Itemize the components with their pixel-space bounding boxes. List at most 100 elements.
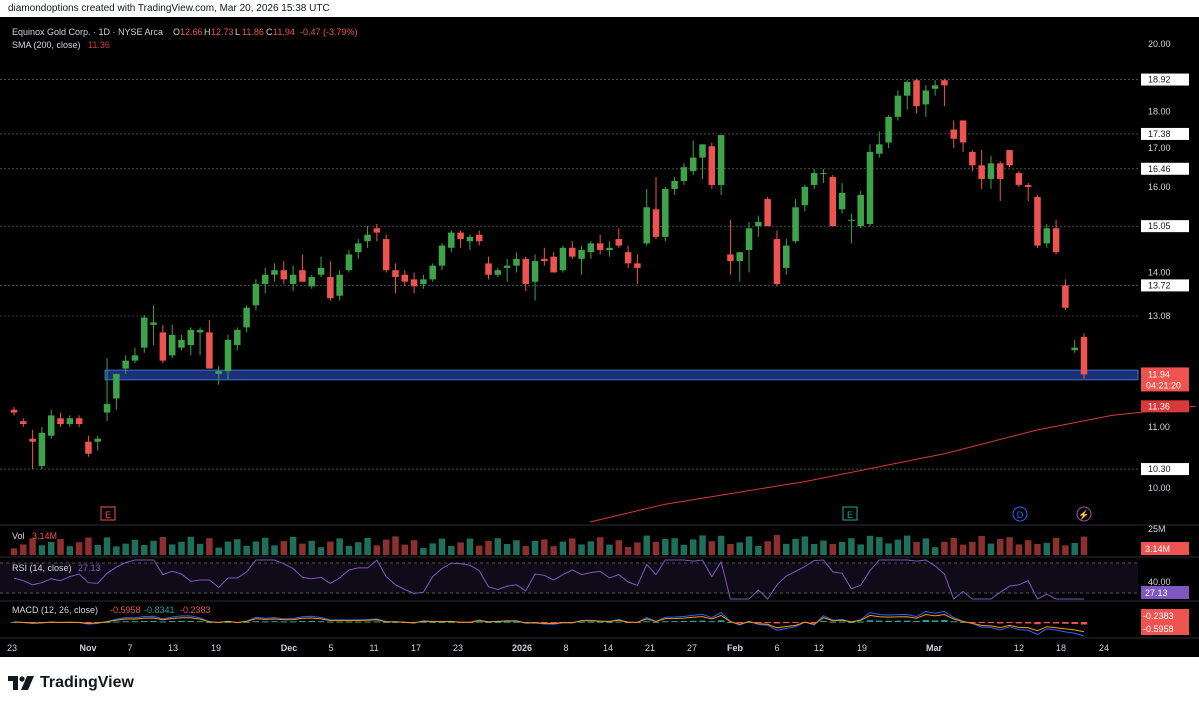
- macd-hist-bar: [959, 621, 967, 623]
- macd-hist-bar: [317, 621, 325, 623]
- volume-bar: [727, 544, 734, 555]
- candle-body: [801, 186, 809, 206]
- macd-hist-bar: [475, 621, 483, 623]
- macd-hist-bar: [438, 621, 446, 623]
- volume-bar: [513, 540, 520, 555]
- volume-bar: [680, 544, 688, 555]
- event-marker-bg: [842, 506, 858, 521]
- volume-bar: [66, 546, 74, 555]
- volume-bar: [141, 545, 148, 555]
- macd-hist-bar: [168, 621, 176, 623]
- macd-hist-bar: [792, 622, 799, 623]
- candle-body: [392, 270, 399, 278]
- macd-hist-bar: [513, 621, 520, 623]
- volume-bar: [420, 547, 427, 555]
- macd-hist-bar: [1080, 622, 1088, 625]
- volume-bar: [336, 538, 343, 555]
- macd-hist-bar: [885, 620, 892, 622]
- macd-hist-bar: [392, 621, 399, 623]
- candle-body: [75, 418, 83, 425]
- macd-hist-bar: [755, 622, 762, 623]
- chart-area[interactable]: Equinox Gold Corp. · 1D · NYSE Arca O 12…: [0, 17, 1199, 657]
- candle-body: [559, 247, 567, 271]
- price-tick: 14.00: [1148, 267, 1171, 277]
- volume-bar: [662, 538, 669, 555]
- macd-hist-bar: [987, 622, 995, 623]
- price-badge-bg: [1141, 127, 1189, 140]
- candle-body: [475, 234, 483, 242]
- candle-body: [113, 373, 120, 399]
- macd-hist-bar: [103, 621, 111, 623]
- candle-body: [541, 258, 548, 262]
- price-axis[interactable]: 20.0018.0017.0016.0015.0014.0013.0811.00…: [1148, 39, 1171, 493]
- macd-hist-bar: [876, 620, 883, 622]
- event-markers: E E D ⚡: [100, 506, 1092, 522]
- macd-hist-bar: [224, 621, 232, 623]
- macd-hist-bar: [820, 620, 827, 622]
- volume-bar: [150, 540, 157, 555]
- volume-bar: [978, 536, 985, 555]
- candle-body: [327, 277, 334, 299]
- volume-bar: [699, 535, 706, 555]
- volume-bar: [689, 539, 697, 555]
- candle-body: [606, 247, 613, 250]
- price-tick: 17.00: [1148, 143, 1171, 153]
- volume-bar: [364, 538, 371, 555]
- horizontal-levels: [0, 79, 1138, 470]
- volume-bar: [959, 544, 967, 555]
- macd-hist-bar: [141, 621, 148, 623]
- volume-bar: [1024, 540, 1032, 555]
- price-tick: 16.00: [1148, 182, 1171, 192]
- volume-bar: [913, 542, 920, 555]
- candle-body: [885, 116, 892, 143]
- candle-body: [587, 243, 595, 253]
- macd-hist-bar: [997, 622, 1004, 624]
- time-tick: 2026: [512, 643, 532, 653]
- price-badge: 17.38: [1148, 129, 1171, 139]
- macd-hist-bar: [261, 621, 269, 623]
- volume-bar: [280, 541, 288, 555]
- candle-body: [122, 360, 129, 369]
- support-zone[interactable]: [104, 369, 1139, 381]
- candle-body: [215, 371, 222, 374]
- macd-hist-bar: [680, 621, 688, 623]
- candle-body: [131, 355, 139, 361]
- volume-bar: [885, 543, 892, 555]
- macd-hist-bar: [364, 621, 371, 623]
- volume-bar: [1062, 545, 1069, 555]
- macd-badge-2: -0.5958: [1143, 624, 1174, 634]
- volume-bar: [168, 544, 176, 555]
- candle-body: [410, 279, 418, 287]
- volume-bar: [559, 541, 567, 555]
- macd-hist-bar: [689, 620, 697, 622]
- candle-body: [20, 421, 27, 425]
- candle-body: [485, 263, 492, 275]
- macd-hist-bar: [541, 622, 548, 623]
- macd-hist-bar: [494, 621, 502, 623]
- macd-hist-bar: [848, 621, 855, 623]
- macd-hist-bar: [578, 621, 585, 623]
- candle-body: [141, 317, 148, 348]
- macd-hist-bar: [745, 621, 753, 623]
- event-marker-bg: [1076, 506, 1092, 522]
- macd-hist-bar: [122, 621, 129, 623]
- price-tick: 11.00: [1148, 422, 1170, 432]
- candle-body: [206, 332, 213, 369]
- candle-body: [38, 432, 46, 466]
- candle-body: [243, 307, 250, 328]
- attribution-bar: diamondoptions created with TradingView.…: [0, 0, 1199, 17]
- candle-body: [364, 234, 371, 242]
- tradingview-logo[interactable]: TradingView: [8, 674, 134, 692]
- time-axis[interactable]: 23 Nov 7 13 19 Dec 5 11 17 23 2026 8 14 21 27 Feb 6 12 19 M…: [7, 643, 1109, 653]
- candle-body: [615, 239, 623, 246]
- macd-hist-bar: [717, 620, 725, 622]
- candle-body: [299, 270, 306, 282]
- macd-hist-bar: [941, 620, 948, 622]
- chart-svg[interactable]: Equinox Gold Corp. · 1D · NYSE Arca O 12…: [0, 17, 1199, 657]
- volume-bar: [587, 541, 595, 555]
- candle-body: [680, 167, 688, 181]
- candle-body: [1071, 347, 1078, 351]
- macd-hist-bar: [113, 621, 120, 623]
- volume-bar: [820, 540, 827, 555]
- macd-hist-bar: [85, 622, 92, 623]
